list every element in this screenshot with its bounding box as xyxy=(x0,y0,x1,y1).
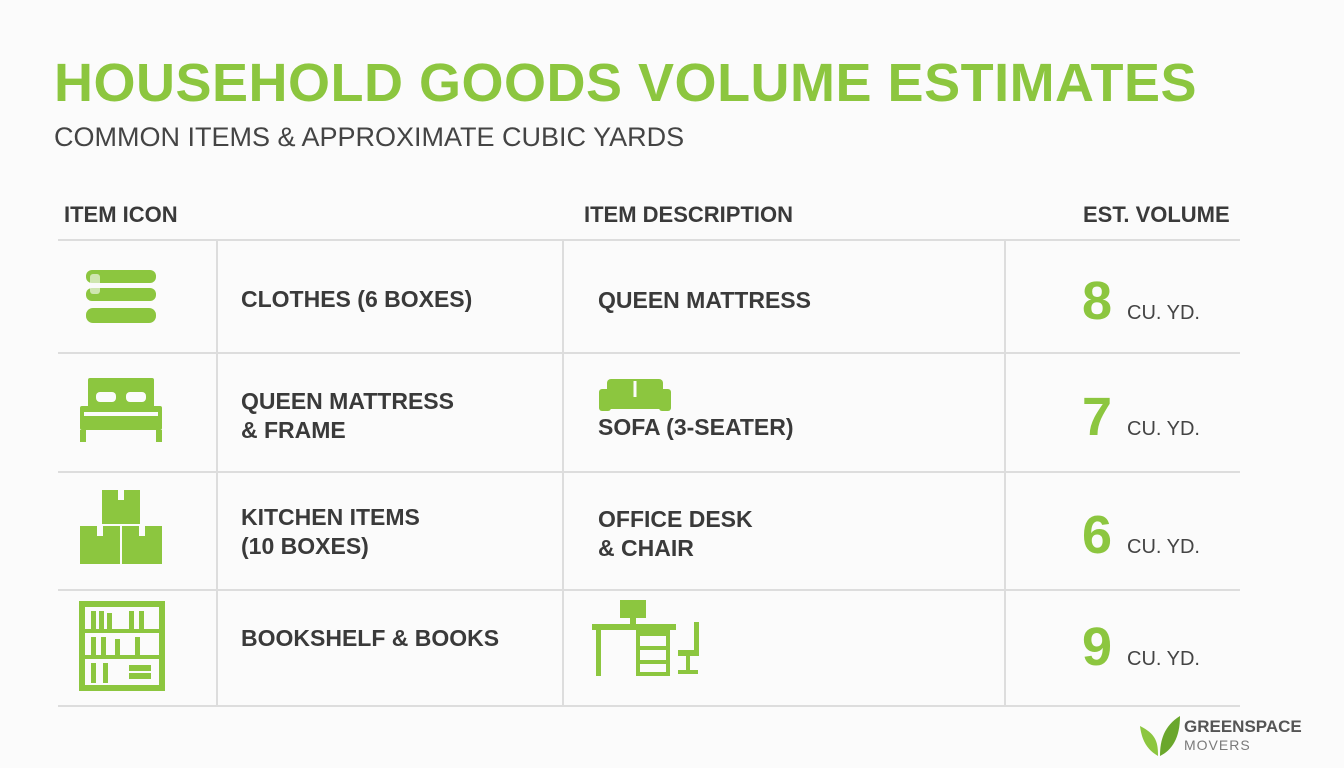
item-name: BOOKSHELF & BOOKS xyxy=(241,624,500,651)
title: HOUSEHOLD GOODS VOLUME ESTIMATES xyxy=(54,53,1198,113)
item-description: OFFICE DESK xyxy=(598,506,753,532)
row-divider xyxy=(58,352,1240,354)
logo-name: GREENSPACE xyxy=(1184,717,1302,736)
desk-icon xyxy=(592,600,699,676)
col-divider xyxy=(562,241,564,706)
column-header: ITEM ICON xyxy=(64,202,178,227)
col-divider xyxy=(216,241,218,706)
item-description: QUEEN MATTRESS xyxy=(598,287,811,313)
row-divider xyxy=(58,589,1240,591)
volume: 9 xyxy=(1082,617,1113,677)
logo-tagline: MOVERS xyxy=(1184,737,1251,753)
item-name: QUEEN MATTRESS xyxy=(241,388,454,414)
volume-unit: CU. YD. xyxy=(1127,536,1200,558)
volume-unit: CU. YD. xyxy=(1127,648,1200,670)
volume: 8 xyxy=(1082,271,1113,331)
column-header: EST. VOLUME xyxy=(1083,202,1230,227)
item-description: & CHAIR xyxy=(598,535,694,561)
row-divider xyxy=(58,471,1240,473)
subtitle: COMMON ITEMS & APPROXIMATE CUBIC YARDS xyxy=(54,122,685,152)
item-description: SOFA (3-SEATER) xyxy=(598,414,794,440)
item-name: & FRAME xyxy=(241,417,346,443)
column-header: ITEM DESCRIPTION xyxy=(584,202,794,227)
row-divider xyxy=(58,239,1240,241)
bed-icon xyxy=(80,378,162,442)
volume-unit: CU. YD. xyxy=(1127,302,1200,324)
item-name: CLOTHES (6 BOXES) xyxy=(241,285,473,312)
row-divider xyxy=(58,705,1240,707)
volume: 7 xyxy=(1082,387,1113,447)
bookshelf-icon xyxy=(79,601,165,691)
volume-unit: CU. YD. xyxy=(1127,418,1200,440)
boxes-icon xyxy=(80,490,162,564)
volume: 6 xyxy=(1082,505,1113,565)
item-name: KITCHEN ITEMS xyxy=(241,504,420,530)
sofa-icon xyxy=(599,379,671,411)
logo-icon xyxy=(1140,716,1180,756)
item-name: (10 BOXES) xyxy=(241,533,369,559)
col-divider xyxy=(1004,241,1006,706)
clothes-icon xyxy=(86,270,156,323)
